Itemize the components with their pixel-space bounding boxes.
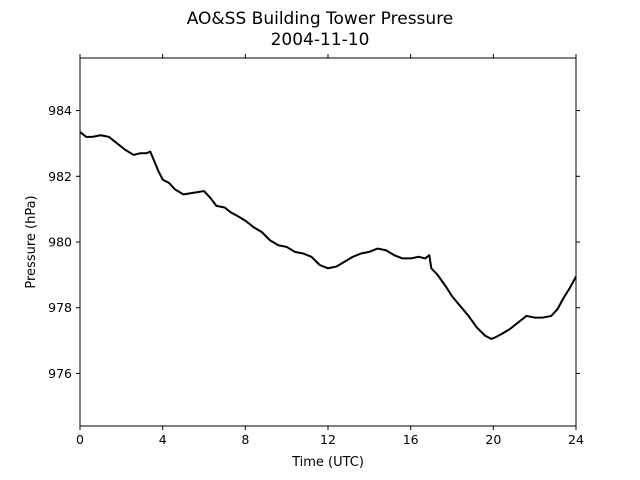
y-tick-label: 984 (48, 103, 72, 118)
x-tick-label: 20 (485, 432, 501, 447)
x-tick-label: 16 (403, 432, 419, 447)
series-line (79, 131, 577, 340)
y-tick-label: 978 (48, 300, 72, 315)
x-tick-label: 8 (241, 432, 249, 447)
x-axis: 0 4 8 12 16 20 24 (76, 54, 584, 447)
chart-title: AO&SS Building Tower Pressure (187, 9, 454, 29)
y-axis: 976 978 980 982 984 (48, 103, 580, 381)
chart-subtitle: 2004-11-10 (271, 30, 370, 50)
y-axis-label: Pressure (hPa) (24, 195, 39, 288)
x-tick-label: 0 (76, 432, 84, 447)
y-tick-label: 982 (48, 169, 72, 184)
x-tick-label: 24 (568, 432, 584, 447)
y-tick-label: 980 (48, 235, 72, 250)
plot-frame (79, 57, 577, 427)
y-tick-label: 976 (48, 366, 72, 381)
x-tick-label: 12 (320, 432, 336, 447)
plot-area (79, 57, 577, 427)
x-axis-label: Time (UTC) (291, 455, 364, 470)
x-tick-label: 4 (159, 432, 167, 447)
